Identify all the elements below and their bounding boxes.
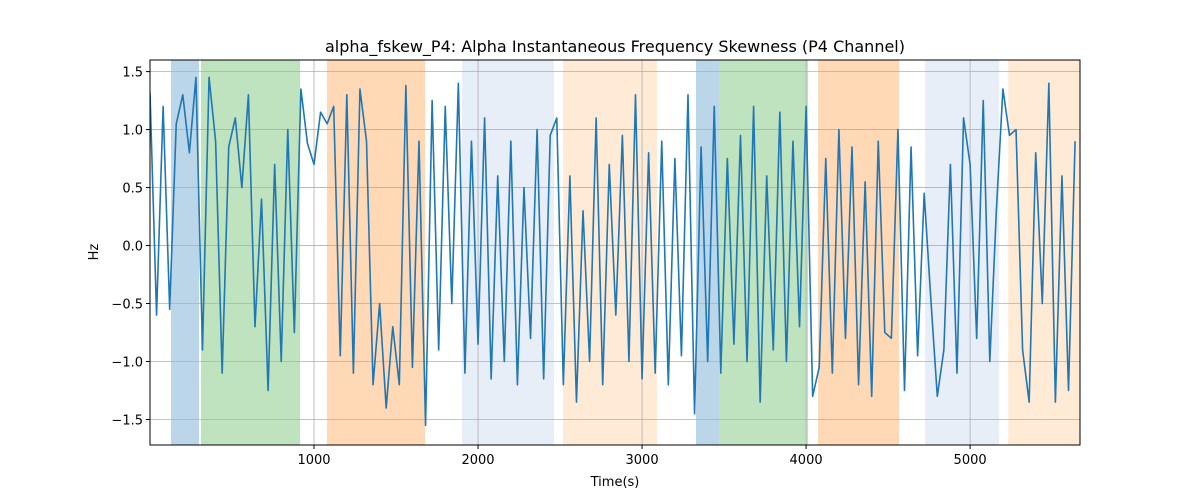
y-tick-label: 0.0	[122, 240, 143, 255]
y-tick-label: −0.5	[111, 298, 143, 313]
x-tick-label: 1000	[297, 453, 330, 468]
plot-frame	[149, 59, 1081, 446]
lines	[150, 76, 1076, 427]
x-axis-label: Time(s)	[590, 475, 640, 490]
y-tick-label: 0.5	[122, 182, 143, 197]
shaded-span	[563, 60, 657, 445]
x-tick-label: 5000	[954, 453, 987, 468]
y-axis-label: Hz	[87, 244, 102, 261]
shaded-span	[719, 60, 809, 445]
x-tick-label: 4000	[790, 453, 823, 468]
shaded-span	[201, 60, 301, 445]
spans	[170, 60, 1080, 445]
y-tick-label: −1.5	[111, 413, 143, 428]
ticks: 1000 2000 3000 4000 5000 −1.5 −1.0 −0.5 0.0 0.5 1.…	[111, 66, 986, 468]
x-tick-label: 3000	[626, 453, 659, 468]
chart-title: alpha_fskew_P4: Alpha Instantaneous Freq…	[325, 37, 905, 57]
shaded-span	[696, 60, 720, 445]
y-tick-label: −1.0	[111, 356, 143, 371]
y-tick-label: 1.5	[122, 66, 143, 81]
x-tick-label: 2000	[461, 453, 494, 468]
shaded-span	[818, 60, 900, 445]
series-line	[150, 76, 1076, 427]
y-tick-label: 1.0	[122, 124, 143, 139]
